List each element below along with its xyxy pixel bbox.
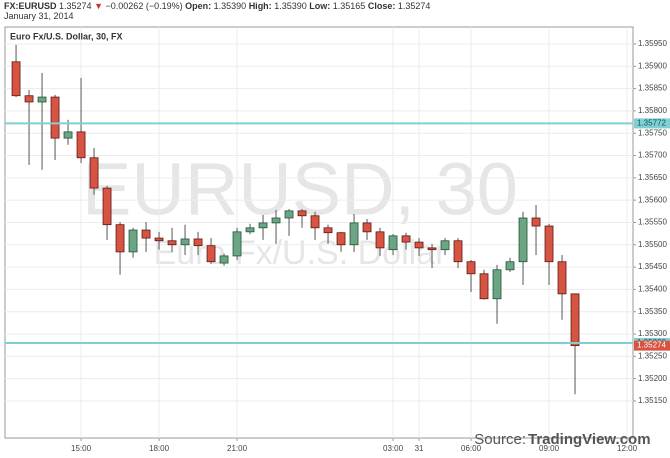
quote-line: FX:EURUSD 1.35274 ▼ −0.00262 (−0.19%) Op… [4,1,430,11]
close: 1.35274 [397,1,431,11]
candle-body [479,273,489,300]
y-tick-label: 1.35600 [638,195,667,204]
candle-body [89,157,99,189]
candle-body [76,131,86,159]
y-tick-label: 1.35750 [638,128,667,137]
x-tick-label: 12:00 [617,444,638,453]
candle-body [141,229,151,239]
y-tick-label: 1.35550 [638,218,667,227]
candle-body [466,261,476,275]
candle-body [401,235,411,243]
arrow: ▼ [94,1,104,11]
candle-body [50,96,60,139]
y-tick-label: 1.35900 [638,61,667,70]
x-tick-label: 15:00 [71,444,92,453]
y-tick-label: 1.35700 [638,151,667,160]
candle-body [362,222,372,233]
candle-body [63,131,73,139]
candle-body [284,210,294,219]
candle-body [505,261,515,271]
candle-body [11,61,21,97]
candle-body [440,240,450,251]
line-label: 1.35772 [637,119,666,128]
high-label: High: [248,1,272,11]
candle-body [349,222,359,246]
y-tick-label: 1.35150 [638,396,667,405]
y-tick-label: 1.35950 [638,39,667,48]
candle-body [427,247,437,251]
candle-body [570,293,580,347]
symbol: FX:EURUSD [4,1,57,11]
candle-body [206,245,216,263]
header: FX:EURUSD 1.35274 ▼ −0.00262 (−0.19%) Op… [4,1,430,21]
line-label-box [634,118,670,129]
candle-body [336,232,346,246]
candle-body [258,222,268,229]
candle-body [37,96,47,103]
candle-body [115,224,125,253]
x-tick-label: 31 [415,444,424,453]
candle-body [453,240,463,263]
x-tick-label: 03:00 [383,444,404,453]
close-label: Close: [367,1,396,11]
x-axis: 15:00 18:00 21:00 31 03:00 06:00 09:00 12:00 [71,438,638,453]
open-label: Open: [185,1,212,11]
candle-body [24,95,34,103]
low: 1.35165 [332,1,366,11]
candle-body [310,215,320,229]
candle-body [193,238,203,247]
y-tick-label: 1.35300 [638,329,667,338]
candle-body [245,227,255,233]
x-tick-label: 21:00 [227,444,248,453]
candle-body [128,229,138,253]
candle-body [492,269,502,300]
y-tick-label: 1.35250 [638,351,667,360]
candle-body [323,227,333,234]
open: 1.35390 [213,1,247,11]
date: January 31, 2014 [4,11,74,21]
x-tick-label: 06:00 [461,444,482,453]
source: TradingView.com [528,431,651,448]
candle-body [154,237,164,242]
candle-body [297,210,307,217]
candle-body [388,235,398,251]
price-label: 1.35274 [637,341,666,350]
candle-body [375,231,385,249]
y-tick-label: 1.35650 [638,173,667,182]
candle-body [518,217,528,263]
candle-body [414,241,424,249]
y-tick-label: 1.35800 [638,106,667,115]
candle-body [102,187,112,226]
candle-body [557,261,567,295]
high: 1.35390 [274,1,307,11]
price-label-box [634,340,670,351]
plot-frame [4,26,634,439]
y-tick-label: 1.35500 [638,240,667,249]
change: −0.00262 (−0.19%) [105,1,183,11]
y-tick-label: 1.35450 [638,262,667,271]
chart-title: Euro Fx/U.S. Dollar, 30, FX [10,31,123,41]
x-tick-label: 18:00 [149,444,170,453]
candle-body [531,217,541,227]
y-tick-label: 1.35850 [638,84,667,93]
x-tick-label: 09:00 [539,444,560,453]
low-label: Low: [309,1,331,11]
source-label: Source: [474,431,526,448]
candle-body [180,238,190,246]
y-tick-label: 1.35350 [638,307,667,316]
y-tick-label: 1.35200 [638,374,667,383]
candle-body [271,217,281,224]
candle-body [219,255,229,264]
watermark: EURUSD, 30 [82,148,518,231]
candle-body [544,225,554,263]
y-tick-label: 1.35400 [638,285,667,294]
candle-body [232,231,242,257]
candle-body [167,240,177,246]
price: 1.35274 [59,1,92,11]
